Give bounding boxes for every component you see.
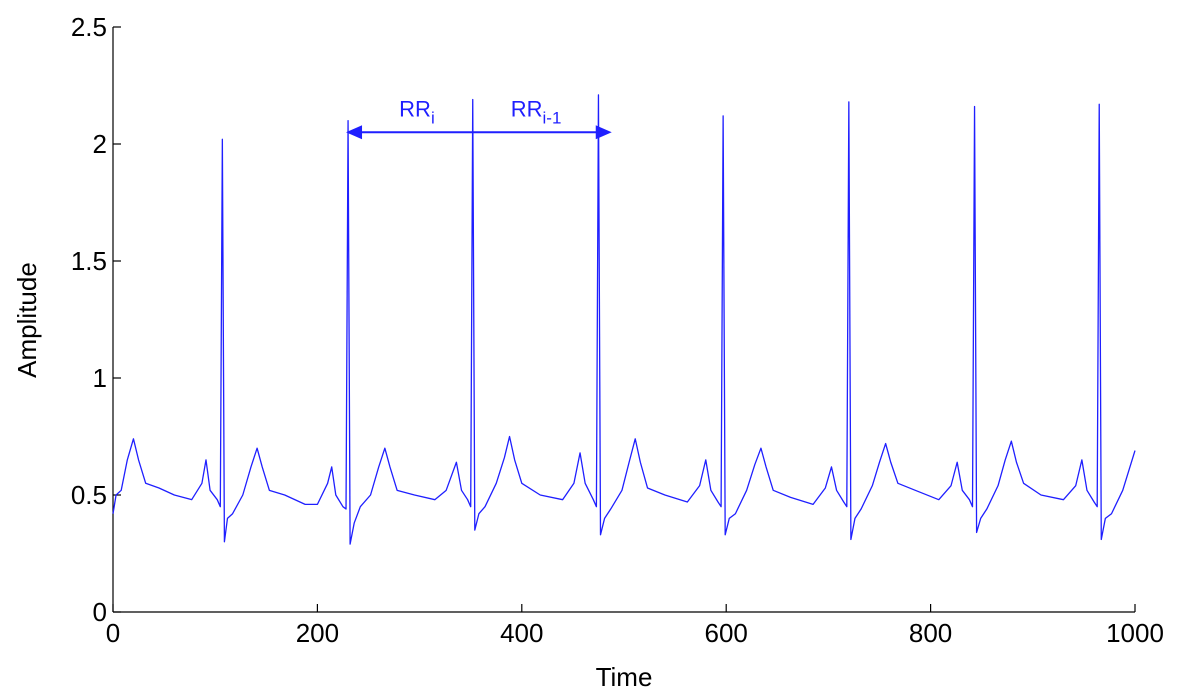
- y-tick-label: 0.5: [71, 480, 107, 510]
- x-tick-label: 200: [296, 618, 339, 648]
- y-axis-label: Amplitude: [12, 262, 42, 378]
- y-tick-label: 2.5: [71, 12, 107, 42]
- rr-label: RRi: [399, 96, 435, 127]
- rr-label-text: RR: [511, 96, 543, 121]
- arrow-head: [595, 125, 612, 140]
- ecg-line: [112, 94, 1136, 545]
- rr-label-subscript: i-1: [543, 108, 562, 127]
- x-axis-label: Time: [596, 662, 653, 692]
- rr-label-text: RR: [399, 96, 431, 121]
- x-tick-label: 400: [500, 618, 543, 648]
- rr-label-subscript: i: [431, 108, 435, 127]
- y-tick-label: 1.5: [71, 246, 107, 276]
- x-tick-label: 1000: [1106, 618, 1164, 648]
- y-tick-label: 2: [93, 129, 107, 159]
- y-tick-label: 1: [93, 363, 107, 393]
- y-tick-label: 0: [93, 597, 107, 627]
- x-tick-label: 800: [909, 618, 952, 648]
- arrow-head: [346, 125, 363, 140]
- rr-label: RRi-1: [511, 96, 562, 127]
- x-tick-label: 600: [705, 618, 748, 648]
- x-tick-label: 0: [106, 618, 120, 648]
